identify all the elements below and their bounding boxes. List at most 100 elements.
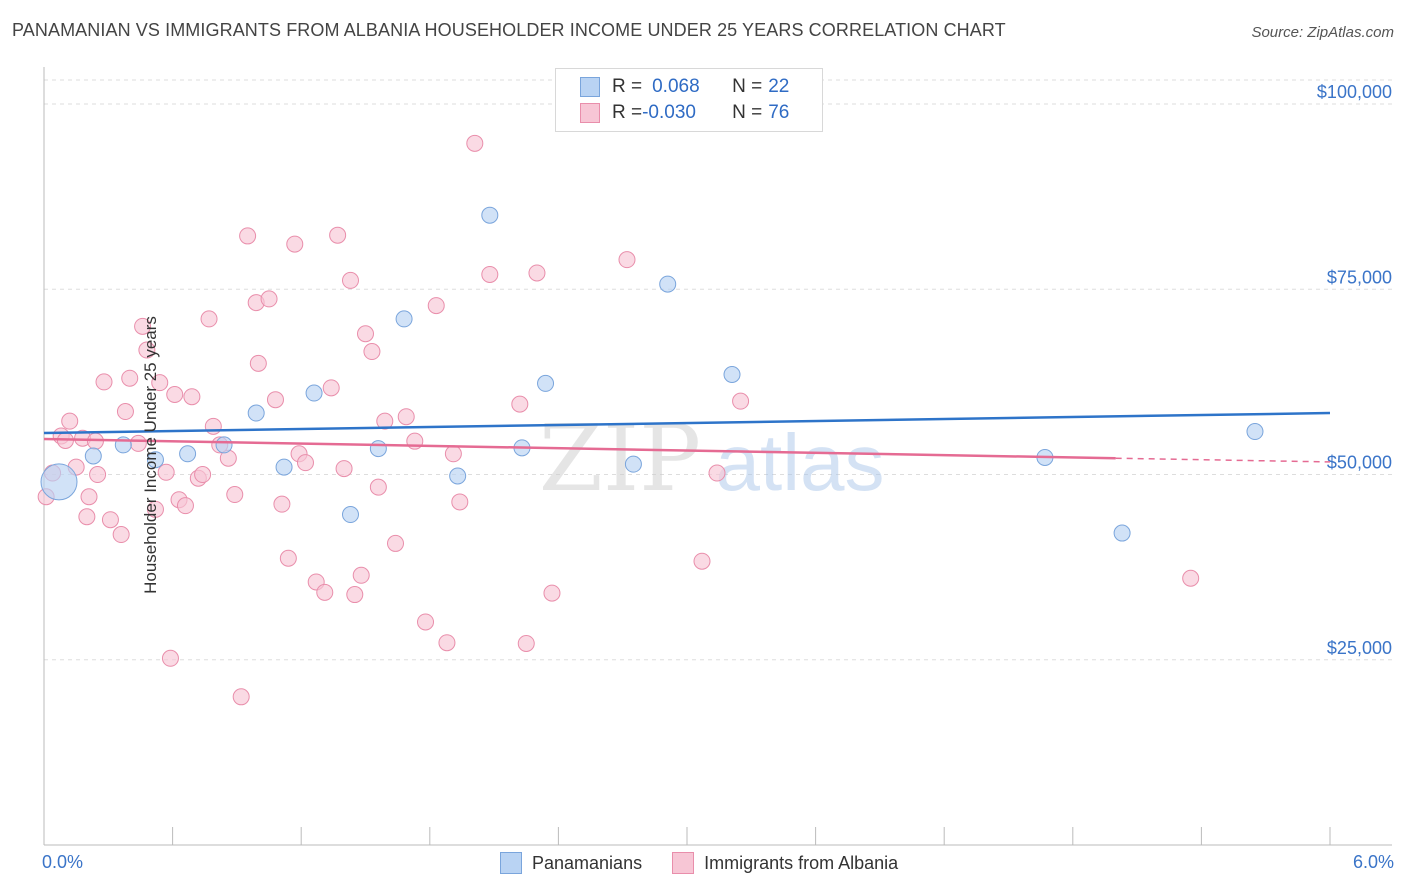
data-point [80,488,98,506]
panamanian-points [40,206,1264,542]
data-point [247,404,265,422]
pink-swatch [580,103,600,123]
watermark: ZIP atlas [539,405,885,512]
data-point [249,354,267,372]
data-point [305,384,323,402]
data-point [322,379,340,397]
legend-label-panamanians: Panamanians [532,852,643,873]
data-point [40,463,78,501]
y-tick-labels: $25,000 $50,000 $75,000 $100,000 [1317,82,1392,658]
r-label: R = [612,102,643,123]
legend-item-panamanians: Panamanians [500,852,642,874]
r-value: -0.030 [642,102,696,123]
data-point [1182,569,1200,587]
data-point [84,447,102,465]
data-point [341,271,359,289]
trend-line-panamanians [43,411,1331,435]
data-point [179,445,197,463]
data-point [61,412,79,430]
data-point [346,586,364,604]
data-point [481,265,499,283]
data-point [449,467,467,485]
data-point [363,343,381,361]
data-point [226,486,244,504]
data-point [78,508,96,526]
data-point [543,584,561,602]
x-min-label: 0.0% [42,852,84,872]
data-point [341,506,359,524]
data-point [204,417,222,435]
legend-row-albania: R = -0.030 N = 76 [580,101,789,125]
data-point [260,290,278,308]
data-point [659,275,677,293]
data-point [1113,524,1131,542]
data-point [215,436,233,454]
data-point [624,455,642,473]
data-point [95,373,113,391]
data-point [194,466,212,484]
data-point [438,634,456,652]
y-tick-label: $100,000 [1317,82,1392,102]
blue-swatch [580,77,600,97]
data-point [316,583,334,601]
data-point [427,297,445,315]
data-point [279,549,297,567]
data-point [157,463,175,481]
data-point [161,649,179,667]
data-point [387,534,405,552]
correlation-legend: R = 0.068 N = 22 R = -0.030 N = 76 [555,68,823,132]
data-point [369,478,387,496]
data-point [273,495,291,513]
data-point [275,458,293,476]
data-point [101,511,119,529]
data-point [239,227,257,245]
n-label: N = [732,102,763,123]
r-value: 0.068 [652,76,700,97]
data-point [89,466,107,484]
data-point [376,412,394,430]
series-legend: Panamanians Immigrants from Albania [500,852,928,874]
trend-line-albania [43,437,1116,460]
data-point [232,688,250,706]
data-point [395,310,413,328]
data-point [112,526,130,544]
y-axis-label: Householder Income Under 25 years [140,316,160,594]
data-point [511,395,529,413]
data-point [146,451,164,469]
data-point [369,440,387,458]
data-point [693,552,711,570]
r-label: R = [612,76,643,97]
data-point [134,317,152,335]
data-point [335,460,353,478]
data-point [444,445,462,463]
data-point [517,634,535,652]
data-point [329,226,347,244]
axes [43,67,1392,846]
data-point [183,388,201,406]
trend-line-albania-extension [1115,457,1331,463]
data-point [528,264,546,282]
data-point [723,365,741,383]
data-point [417,613,435,631]
data-point [397,408,415,426]
data-point [618,251,636,269]
legend-row-panamanians: R = 0.068 N = 22 [580,75,789,99]
data-point [166,386,184,404]
legend-item-albania: Immigrants from Albania [672,852,898,874]
data-point [481,206,499,224]
albania-points [37,134,1200,706]
data-point [537,374,555,392]
y-tick-label: $25,000 [1327,638,1392,658]
data-point [732,392,750,410]
pink-swatch [672,852,695,874]
data-point [708,464,726,482]
data-point [146,500,164,518]
n-value: 76 [768,102,790,123]
data-point [266,391,284,409]
data-point [138,341,156,359]
data-point [1246,423,1264,441]
data-point [176,497,194,515]
data-point [466,134,484,152]
watermark-zip: ZIP [539,405,701,512]
